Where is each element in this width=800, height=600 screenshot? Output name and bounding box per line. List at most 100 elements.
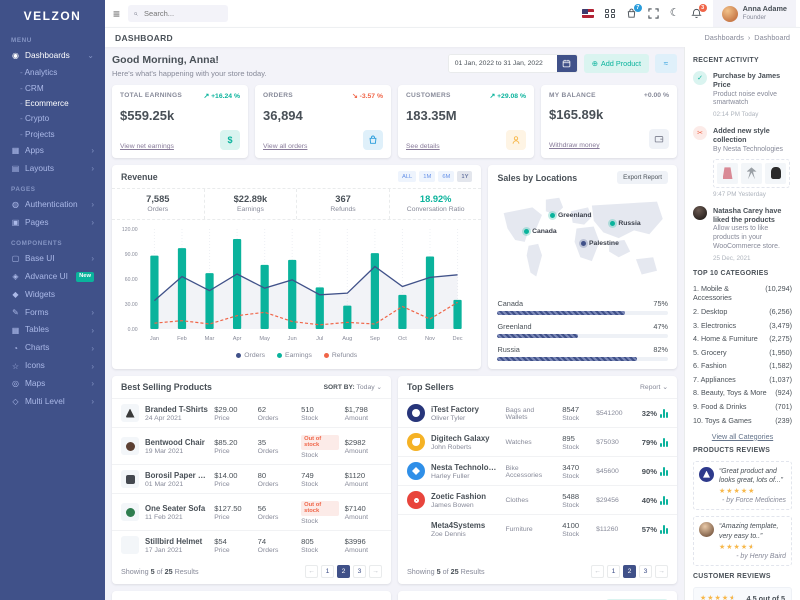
purchase-bag-icon: ✓ xyxy=(693,71,707,85)
date-range-input[interactable] xyxy=(448,55,557,72)
svg-text:Jan: Jan xyxy=(150,336,159,342)
table-row: Meta4Systems Zoe Dennis Furniture 4100 Sto… xyxy=(398,514,677,543)
sidebar-item-tables[interactable]: ▦ Tables › xyxy=(11,324,94,335)
half-star-icon: ★★ xyxy=(729,595,737,600)
pagination-prev-button[interactable]: ← xyxy=(591,565,604,578)
svg-text:Sep: Sep xyxy=(370,336,380,342)
breadcrumb-parent[interactable]: Dashboards xyxy=(704,33,744,42)
results-summary: Showing 5 of 25 Results xyxy=(121,567,199,576)
customer-reviews-title: CUSTOMER REVIEWS xyxy=(693,572,771,580)
map-marker-palestine[interactable]: Palestine xyxy=(581,240,619,247)
star-rating: ★★★★★ xyxy=(719,488,756,496)
product-image-bag xyxy=(765,162,786,184)
stat-value: 183.35M xyxy=(406,108,457,123)
legend-refunds: Refunds xyxy=(323,352,357,359)
sidebar-item-dashboards[interactable]: ◉ Dashboards ⌄ xyxy=(12,50,94,61)
pagination-page-3[interactable]: 3 xyxy=(639,565,652,578)
pages-icon: ▣ xyxy=(11,217,20,227)
revenue-stats: 7,585 Orders $22.89k Earnings 367 Refunds 1… xyxy=(112,188,482,220)
search-input[interactable] xyxy=(142,8,223,19)
sidebar-item-projects[interactable]: Projects xyxy=(0,126,105,141)
mini-chart-icon xyxy=(660,408,668,418)
export-report-button[interactable]: Export Report xyxy=(617,171,668,184)
report-dropdown[interactable]: Report ⌄ xyxy=(640,384,668,391)
sidebar-item-base-ui[interactable]: ▢ Base UI › xyxy=(11,252,94,263)
pagination-next-button[interactable]: → xyxy=(369,565,382,578)
filter-1m-button[interactable]: 1M xyxy=(419,171,436,182)
dark-mode-button[interactable]: ☾ xyxy=(669,7,680,19)
sort-by-control[interactable]: SORT BY: Today ⌄ xyxy=(323,384,382,391)
sidebar-item-widgets[interactable]: ◆ Widgets xyxy=(12,288,55,299)
sidebar-item-icons[interactable]: ☆ Icons › xyxy=(11,360,94,371)
star-rating: ★★★★★★ xyxy=(700,594,736,600)
greeting-title: Good Morning, Anna! xyxy=(112,54,219,66)
notifications-button[interactable]: 3 xyxy=(690,4,707,19)
sidebar-item-crm[interactable]: CRM xyxy=(0,80,105,95)
stat-value: 36,894 xyxy=(263,108,303,123)
sidebar-item-advance-ui[interactable]: ◈ Advance UI New xyxy=(0,268,105,286)
user-profile-button[interactable]: Anna Adame Founder xyxy=(712,0,796,27)
view-all-categories-link[interactable]: View all Categories xyxy=(711,431,774,441)
sidebar-item-pages[interactable]: ▣ Pages › xyxy=(11,216,94,227)
page-title: DASHBOARD xyxy=(115,32,173,43)
svg-text:30.00: 30.00 xyxy=(125,302,138,308)
pagination-page-1[interactable]: 1 xyxy=(607,565,620,578)
velzon-logo: VELZON xyxy=(23,9,82,23)
sales-locations-title: Sales by Locations xyxy=(497,172,578,183)
pagination-prev-button[interactable]: ← xyxy=(305,565,318,578)
language-flag-button[interactable] xyxy=(582,9,595,18)
map-marker-greenland[interactable]: Greenland xyxy=(549,212,592,219)
filter-6m-button[interactable]: 6M xyxy=(438,171,455,182)
right-panel: RECENT ACTIVITY ✓ Purchase by James Pric… xyxy=(684,47,800,600)
trend-up-icon: ↗ xyxy=(203,93,210,100)
date-range-picker[interactable] xyxy=(447,54,578,73)
sidebar-item-layouts[interactable]: ▤ Layouts › xyxy=(11,162,94,173)
web-apps-button[interactable] xyxy=(605,8,615,19)
page-title-bar: DASHBOARD Dashboards › Dashboard xyxy=(105,27,800,47)
sidebar-item-charts[interactable]: ◔ Charts › xyxy=(0,339,105,357)
sidebar-item-crypto[interactable]: Crypto xyxy=(0,111,105,126)
pagination-page-2[interactable]: 2 xyxy=(337,565,350,578)
svg-text:Dec: Dec xyxy=(453,336,463,342)
sidebar-item-forms[interactable]: ✎ Forms › xyxy=(12,306,94,317)
sidebar-item-ecommerce[interactable]: Ecommerce xyxy=(0,96,105,111)
dashboard-icon: ◉ xyxy=(12,51,19,61)
cart-button[interactable]: 7 xyxy=(626,4,642,19)
stat-card-orders: ORDERS ↘ -3.57 % 36,894 View all orders xyxy=(255,85,391,158)
product-image xyxy=(121,437,139,455)
trend-up-icon: ↗ xyxy=(489,93,496,100)
sidebar-item-analytics[interactable]: Analytics xyxy=(0,65,105,80)
map-marker-russia[interactable]: Russia xyxy=(610,220,641,227)
pagination-next-button[interactable]: → xyxy=(655,565,668,578)
fullscreen-button[interactable] xyxy=(648,8,659,19)
sidebar-item-authentication[interactable]: ◍ Authentication › xyxy=(12,198,94,209)
filter-all-button[interactable]: ALL xyxy=(397,171,417,182)
out-of-stock-badge: Out of stock xyxy=(301,500,339,516)
sidebar-item-multi-level[interactable]: ◇ Multi Level › xyxy=(12,396,94,407)
filter-1y-button[interactable]: 1Y xyxy=(457,171,473,182)
activity-shortcut-button[interactable]: ≈ xyxy=(655,54,677,73)
pagination-page-1[interactable]: 1 xyxy=(321,565,334,578)
sidebar-item-maps[interactable]: ◎ Maps › xyxy=(12,378,94,389)
marker-dot-icon xyxy=(581,241,587,246)
sidebar-section-components: COMPONENTS xyxy=(11,239,63,247)
chevron-right-icon: › xyxy=(91,397,94,407)
pagination-page-2[interactable]: 2 xyxy=(623,565,636,578)
chevron-right-icon: › xyxy=(91,146,94,155)
category-row: 2. Desktop (6,256) xyxy=(693,306,792,316)
activity-icon: ≈ xyxy=(663,59,669,68)
product-image xyxy=(121,470,139,488)
hamburger-menu-icon[interactable]: ≡ xyxy=(113,6,121,21)
search-box[interactable] xyxy=(128,5,229,22)
view-net-earnings-link[interactable]: View net earnings xyxy=(120,143,174,150)
calendar-button[interactable] xyxy=(556,55,577,72)
map-marker-canada[interactable]: Canada xyxy=(524,228,557,235)
pagination-page-3[interactable]: 3 xyxy=(353,565,366,578)
withdraw-money-link[interactable]: Withdraw money xyxy=(549,142,600,149)
svg-text:90.00: 90.00 xyxy=(125,252,138,258)
sidebar-item-apps[interactable]: ▦ Apps › xyxy=(11,144,94,155)
mini-chart-icon xyxy=(660,495,668,505)
view-all-orders-link[interactable]: View all orders xyxy=(263,143,308,150)
add-product-button[interactable]: ⊕ Add Product xyxy=(583,54,649,73)
see-details-link[interactable]: See details xyxy=(406,143,440,150)
